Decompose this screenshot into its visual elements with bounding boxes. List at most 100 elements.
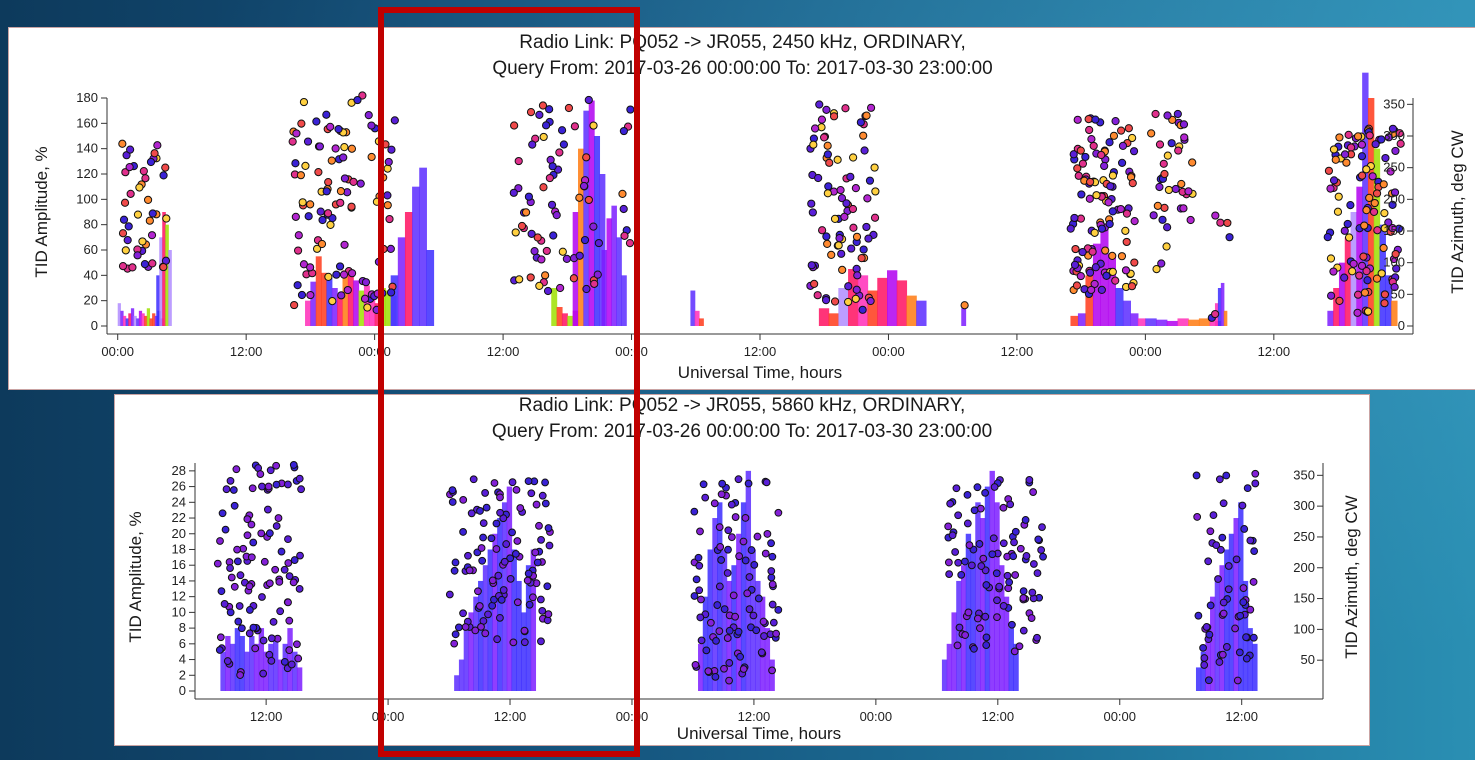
data-point xyxy=(508,478,517,487)
data-point xyxy=(1384,218,1393,227)
data-point xyxy=(1022,552,1031,560)
y2-tick-label: 250 xyxy=(1383,160,1405,175)
data-point xyxy=(511,549,520,558)
bar-mark xyxy=(244,651,250,691)
data-point xyxy=(1149,211,1158,220)
data-point xyxy=(223,657,232,665)
data-point xyxy=(145,216,154,225)
data-point xyxy=(1380,209,1389,218)
data-point xyxy=(1192,471,1201,480)
bar-mark xyxy=(750,549,756,691)
bar-mark xyxy=(1077,313,1087,326)
data-point xyxy=(734,475,743,484)
data-point xyxy=(1122,237,1131,247)
data-point xyxy=(1215,658,1224,666)
data-point xyxy=(825,158,834,167)
bar-mark xyxy=(128,313,132,326)
data-point xyxy=(353,95,362,105)
data-point xyxy=(1108,251,1117,261)
bar-mark xyxy=(1137,318,1146,326)
data-point xyxy=(513,598,522,607)
data-point xyxy=(538,101,548,110)
bar-mark xyxy=(698,643,704,691)
data-point xyxy=(1158,215,1167,224)
data-point xyxy=(1396,139,1405,148)
bar-mark xyxy=(764,628,771,691)
data-point xyxy=(454,623,463,632)
data-point xyxy=(835,234,844,243)
y2-axis-label: TID Azimuth, deg CW xyxy=(1342,495,1361,658)
data-point xyxy=(448,486,457,495)
data-point xyxy=(1124,124,1133,133)
data-point xyxy=(1073,115,1082,124)
bar-mark xyxy=(146,308,151,326)
data-point xyxy=(864,234,873,243)
data-point xyxy=(445,590,454,599)
y-tick-label: 60 xyxy=(84,242,98,257)
bar-mark xyxy=(516,580,522,691)
data-point xyxy=(1242,633,1250,642)
data-point xyxy=(1340,150,1350,159)
bar-mark xyxy=(321,272,328,326)
bar-mark xyxy=(412,186,420,326)
data-point xyxy=(767,567,776,575)
data-point xyxy=(284,535,292,544)
y-tick-label: 0 xyxy=(91,318,98,333)
data-point xyxy=(821,296,831,305)
data-point xyxy=(148,209,157,218)
y-tick-label: 40 xyxy=(84,267,98,282)
data-point xyxy=(753,532,762,541)
data-point xyxy=(849,153,858,162)
bar-mark xyxy=(287,628,293,691)
bar-mark xyxy=(999,565,1005,691)
data-point xyxy=(459,609,467,618)
data-point xyxy=(306,263,315,272)
bar-mark xyxy=(385,290,392,326)
data-point xyxy=(859,245,868,254)
data-point xyxy=(625,239,635,248)
data-point xyxy=(768,580,777,589)
x-tick-label: 00:00 xyxy=(1103,709,1136,724)
data-point xyxy=(964,608,973,617)
bar-mark xyxy=(717,502,723,691)
data-point xyxy=(1235,648,1244,657)
bar-mark xyxy=(556,307,563,326)
data-point xyxy=(539,183,548,192)
bar-mark xyxy=(358,290,365,326)
data-point xyxy=(1222,643,1231,651)
data-point xyxy=(249,538,258,547)
data-point xyxy=(284,598,292,607)
data-point xyxy=(711,672,720,681)
bar-mark xyxy=(960,565,967,691)
y2-tick-label: 200 xyxy=(1383,191,1405,206)
data-point xyxy=(469,475,478,484)
data-point xyxy=(1219,598,1228,607)
data-point xyxy=(847,244,856,253)
bar-mark xyxy=(273,635,279,691)
data-point xyxy=(390,116,399,125)
bar-mark xyxy=(120,310,124,326)
data-point xyxy=(1105,138,1114,147)
data-point xyxy=(1074,171,1083,180)
data-point xyxy=(1163,223,1172,232)
y2-tick-label: 300 xyxy=(1293,498,1315,513)
y2-tick-label: 250 xyxy=(1293,529,1315,544)
data-point xyxy=(312,244,322,253)
data-point xyxy=(712,636,720,645)
data-point xyxy=(269,617,278,626)
data-point xyxy=(842,199,851,208)
data-point xyxy=(383,201,392,210)
data-point xyxy=(1362,267,1371,276)
data-point xyxy=(545,541,554,550)
data-point xyxy=(838,265,847,274)
data-point xyxy=(823,189,832,198)
data-point xyxy=(299,97,309,107)
data-point xyxy=(292,129,301,138)
data-point xyxy=(723,634,732,642)
data-point xyxy=(1333,207,1343,216)
data-point xyxy=(337,291,346,300)
data-point xyxy=(494,571,503,580)
data-point xyxy=(216,633,225,642)
data-point xyxy=(1128,133,1137,143)
data-point xyxy=(545,173,554,183)
